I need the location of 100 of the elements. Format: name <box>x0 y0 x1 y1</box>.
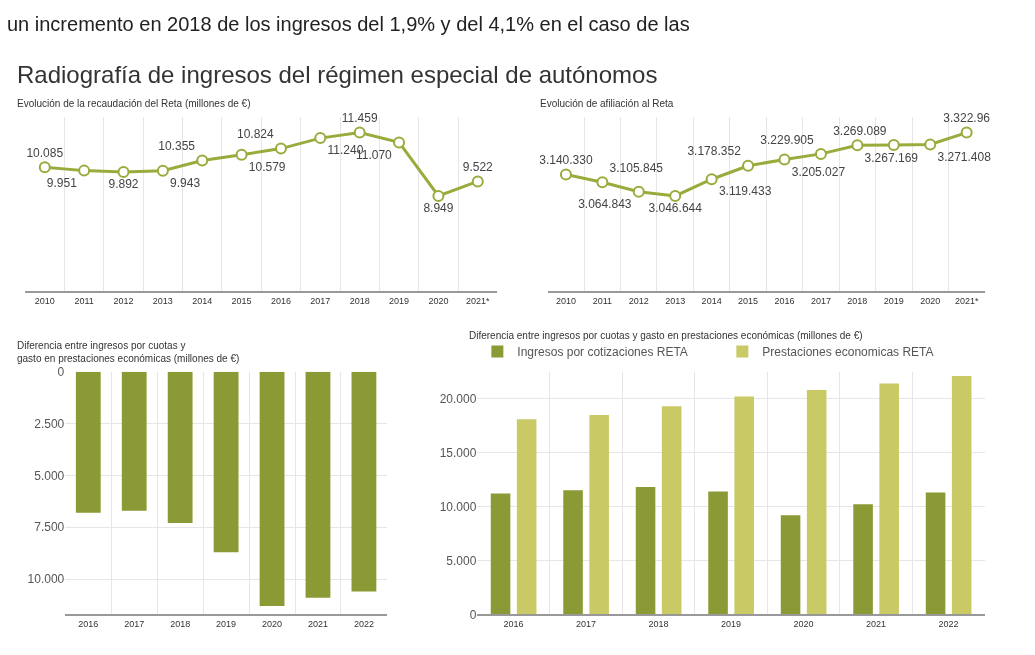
bar <box>635 487 656 615</box>
x-tick-label: 2022 <box>353 619 374 630</box>
x-tick-label: 2017 <box>576 619 597 630</box>
point <box>38 161 51 174</box>
point <box>742 159 755 172</box>
data-label: 9.951 <box>46 175 78 190</box>
x-tick-label: 2017 <box>310 295 331 306</box>
x-tick-label: 2020 <box>262 619 283 630</box>
bar <box>708 491 728 615</box>
point <box>314 132 327 145</box>
y-tick-label: 10.000 <box>439 499 477 514</box>
text: un incremento en 2018 de los ingresos del 1,9% y del 4,1% en el caso de las <box>7 13 690 35</box>
x-tick-label: 2017 <box>124 619 145 630</box>
data-label: 9.522 <box>462 160 494 175</box>
data-label: 11.459 <box>341 111 378 126</box>
bar <box>259 371 285 607</box>
bar <box>879 383 899 615</box>
data-label: 10.085 <box>26 145 64 160</box>
point <box>851 139 864 152</box>
bar <box>661 406 682 615</box>
point <box>235 148 248 161</box>
x-tick-label: 2012 <box>113 295 134 306</box>
x-tick-label: 2021* <box>466 295 491 306</box>
x-tick-label: 2016 <box>270 295 291 306</box>
bar <box>853 504 873 615</box>
point <box>705 173 718 186</box>
point <box>924 138 937 151</box>
bar <box>351 371 377 592</box>
legend-label: Prestaciones economicas RETA <box>762 345 934 360</box>
point <box>274 142 287 155</box>
y-tick-label: 0 <box>469 607 477 622</box>
data-label: 3.322.96 <box>943 111 991 126</box>
legend-label: Ingresos por cotizaciones RETA <box>517 345 688 360</box>
bar <box>925 492 946 615</box>
chart-title: Radiografía de ingresos del régimen especial de autónomos <box>17 61 658 88</box>
bar <box>589 414 609 615</box>
bar <box>563 490 583 615</box>
data-label: 3.269.089 <box>833 123 887 138</box>
bar <box>213 371 239 553</box>
data-label: 3.229.905 <box>760 132 814 147</box>
x-tick-label: 2018 <box>349 295 370 306</box>
point <box>887 138 900 151</box>
data-label: 3.205.027 <box>791 164 846 179</box>
data-label: 8.949 <box>423 201 454 216</box>
y-tick-label: 20.000 <box>439 391 477 406</box>
x-tick-label: 2011 <box>74 295 94 306</box>
chart-subtitle: Evolución de la recaudación del Reta (millones de €) <box>17 98 251 109</box>
x-tick-label: 2016 <box>503 619 524 630</box>
point <box>814 147 827 160</box>
x-tick-label: 2019 <box>883 295 904 306</box>
chart-title: Diferencia entre ingresos por cuotas y gasto en prestaciones económicas (millones de €) <box>469 330 863 341</box>
data-label: 10.824 <box>237 127 275 142</box>
x-tick-label: 2018 <box>170 619 191 630</box>
x-tick-label: 2019 <box>389 295 410 306</box>
x-tick-label: 2013 <box>665 295 686 306</box>
bar <box>806 390 827 615</box>
point <box>960 126 973 139</box>
x-tick-label: 2022 <box>938 619 959 630</box>
x-tick-label: 2020 <box>428 295 449 306</box>
data-label: 9.892 <box>108 177 139 192</box>
y-tick-label: 7.500 <box>34 520 65 535</box>
point <box>632 185 645 198</box>
point <box>471 175 484 188</box>
y-tick-label: 0 <box>57 364 65 379</box>
bar <box>75 371 101 513</box>
data-label: 3.271.408 <box>937 149 992 164</box>
y-tick-label: 15.000 <box>439 445 477 460</box>
point <box>393 136 406 149</box>
point <box>778 153 791 166</box>
bar <box>305 371 331 598</box>
point <box>669 189 682 202</box>
y-tick-label: 5.000 <box>446 553 477 568</box>
bar <box>516 419 537 615</box>
chart-title: Diferencia entre ingresos por cuotas y gasto en prestaciones económicas (millones de €) <box>17 340 240 364</box>
data-label: 9.943 <box>170 176 201 191</box>
x-tick-label: 2013 <box>152 295 173 306</box>
data-label: 3.119.433 <box>718 184 772 199</box>
x-tick-label: 2019 <box>721 619 742 630</box>
x-tick-label: 2014 <box>192 295 213 306</box>
bar <box>167 371 193 524</box>
data-label: 3.178.352 <box>687 144 742 159</box>
x-tick-label: 2020 <box>920 295 941 306</box>
data-label: 3.105.845 <box>609 161 664 176</box>
data-label: 10.355 <box>158 139 196 154</box>
data-label: 3.046.644 <box>648 201 703 216</box>
point <box>353 126 366 139</box>
x-tick-label: 2016 <box>774 295 795 306</box>
point <box>196 154 209 167</box>
x-tick-label: 2015 <box>231 295 252 306</box>
x-tick-label: 2018 <box>847 295 868 306</box>
point <box>559 168 572 181</box>
x-tick-label: 2012 <box>628 295 649 306</box>
y-tick-label: 5.000 <box>34 468 65 483</box>
bar <box>951 376 972 615</box>
data-label: 10.579 <box>248 160 286 175</box>
x-tick-label: 2021 <box>307 619 329 630</box>
x-tick-label: 2010 <box>555 295 576 306</box>
bar <box>121 371 147 511</box>
data-label: 3.140.330 <box>539 153 593 168</box>
point <box>156 164 169 177</box>
